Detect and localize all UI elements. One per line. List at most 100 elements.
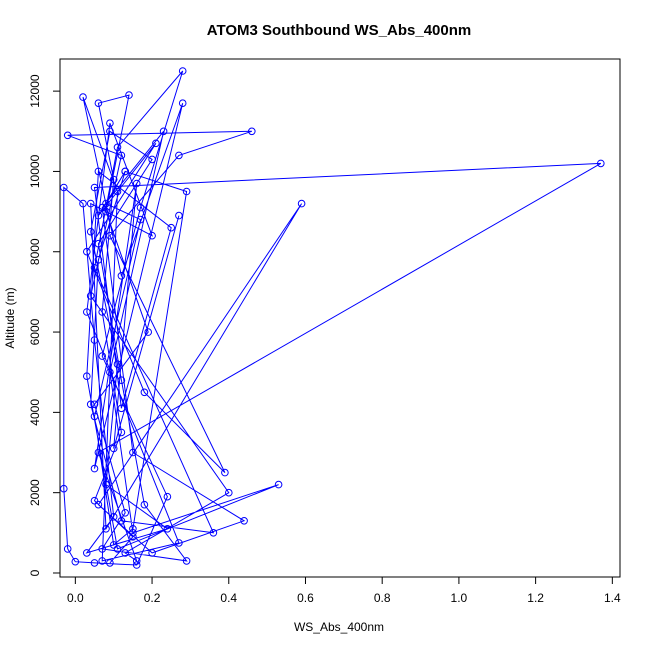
data-point [129, 533, 137, 541]
data-point [221, 468, 229, 477]
plot-frame [59, 58, 621, 578]
data-point [117, 272, 126, 280]
data-point [121, 167, 129, 176]
data-point [140, 500, 149, 509]
data-point [94, 99, 103, 107]
data-point [90, 412, 99, 421]
data-point [274, 480, 283, 489]
data-point [248, 127, 256, 136]
x-axis: 0.0 0.2 0.4 0.6 0.8 1.0 1.2 1.4 [67, 576, 621, 605]
data-point [86, 227, 95, 236]
y-tick-label: 12000 [28, 74, 42, 108]
x-tick-label: 1.2 [527, 591, 544, 605]
data-point [148, 549, 156, 557]
data-point [106, 127, 114, 136]
data-point [148, 155, 156, 164]
data-point [90, 496, 99, 505]
data-point [102, 480, 110, 489]
y-tick-label: 2000 [28, 479, 42, 506]
x-tick-label: 0.2 [144, 591, 161, 605]
data-point [90, 464, 99, 473]
data-point [113, 143, 122, 152]
data-point [132, 557, 141, 565]
data-point [90, 336, 99, 344]
data-point [117, 517, 126, 525]
data-point [98, 352, 106, 360]
data-point [60, 183, 68, 192]
x-tick-label: 0.4 [220, 591, 237, 605]
y-tick-label: 0 [28, 569, 42, 576]
data-point [136, 215, 145, 224]
data-point [106, 559, 114, 567]
data-point [178, 67, 187, 75]
data-point [209, 529, 218, 537]
data-point [102, 525, 110, 533]
data-point [129, 525, 137, 533]
data-point [132, 179, 141, 188]
data-point [175, 539, 183, 547]
data-point [83, 549, 91, 557]
data-point [60, 484, 68, 493]
data-point [90, 559, 99, 567]
data-point [90, 264, 99, 272]
x-tick-label: 0.0 [67, 591, 84, 605]
data-point [182, 187, 191, 196]
data-point [98, 545, 106, 553]
data-point [117, 428, 126, 437]
chart-title: ATOM3 Southbound WS_Abs_400nm [207, 22, 471, 39]
data-point [175, 151, 183, 160]
series-group [60, 67, 605, 569]
data-point [83, 372, 91, 381]
data-point [129, 529, 137, 537]
data-point [129, 448, 137, 457]
data-point [144, 328, 152, 336]
data-point [106, 368, 114, 377]
data-point [63, 545, 72, 553]
data-point [117, 404, 126, 413]
data-point [121, 509, 129, 517]
data-point [94, 448, 103, 457]
data-point [178, 99, 187, 107]
y-tick-label: 6000 [28, 318, 42, 345]
data-point [140, 388, 149, 397]
data-point [106, 231, 114, 240]
data-point [98, 203, 106, 212]
data-point [117, 376, 126, 385]
data-point [94, 167, 103, 176]
data-point [94, 239, 103, 248]
y-tick-label: 10000 [28, 154, 42, 188]
y-tick-label: 8000 [28, 238, 42, 265]
x-tick-label: 0.6 [297, 591, 314, 605]
data-point [182, 557, 191, 565]
data-point [136, 203, 145, 212]
series-line [63, 70, 602, 566]
data-point [121, 549, 129, 557]
data-point [225, 488, 233, 497]
data-point [83, 308, 91, 316]
data-point [102, 207, 110, 216]
data-point [90, 400, 99, 409]
x-axis-label: WS_Abs_400nm [294, 620, 384, 634]
data-point [109, 444, 118, 453]
data-point [109, 175, 118, 184]
data-point [159, 127, 168, 136]
y-axis-label: Altitude (m) [3, 287, 17, 348]
data-point [98, 557, 106, 565]
data-point [94, 500, 103, 509]
data-point [597, 159, 605, 168]
data-point [98, 308, 106, 316]
data-point [86, 400, 95, 409]
data-point [63, 131, 72, 140]
data-point [117, 151, 126, 160]
data-point [240, 517, 248, 525]
data-point [148, 231, 156, 240]
data-point [113, 187, 122, 196]
data-point [167, 223, 175, 232]
data-point [152, 139, 160, 148]
data-point [83, 247, 91, 256]
y-axis: 0 2000 4000 6000 8000 10000 12000 [28, 74, 61, 576]
data-point [79, 199, 87, 208]
data-point [94, 211, 103, 220]
data-point [113, 545, 122, 553]
